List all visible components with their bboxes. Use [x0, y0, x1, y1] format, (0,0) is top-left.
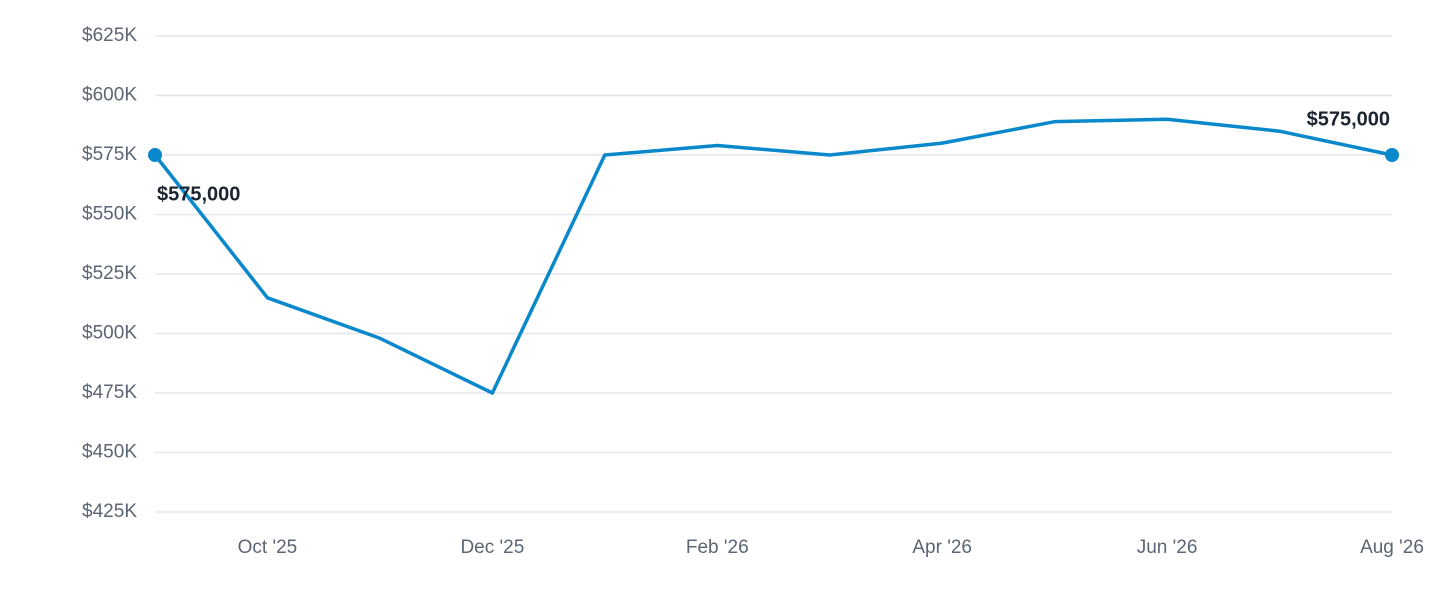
- y-tick-label: $600K: [82, 85, 137, 106]
- point-marker: [148, 148, 162, 162]
- y-tick-label: $450K: [82, 442, 137, 463]
- y-tick-label: $625K: [82, 25, 137, 46]
- point-marker: [1385, 148, 1399, 162]
- x-tick-label: Feb '26: [686, 537, 749, 558]
- y-tick-label: $550K: [82, 204, 137, 225]
- y-tick-label: $500K: [82, 323, 137, 344]
- x-tick-label: Apr '26: [912, 537, 972, 558]
- x-tick-label: Jun '26: [1137, 537, 1198, 558]
- y-tick-label: $475K: [82, 382, 137, 403]
- y-tick-label: $525K: [82, 263, 137, 284]
- y-tick-label: $575K: [82, 144, 137, 165]
- x-tick-label: Aug '26: [1360, 537, 1424, 558]
- data-line: [153, 117, 1393, 395]
- x-tick-label: Dec '25: [460, 537, 524, 558]
- value-label: $575,000: [157, 183, 240, 205]
- x-tick-label: Oct '25: [238, 537, 298, 558]
- y-tick-label: $425K: [82, 501, 137, 522]
- value-label: $575,000: [1307, 108, 1390, 130]
